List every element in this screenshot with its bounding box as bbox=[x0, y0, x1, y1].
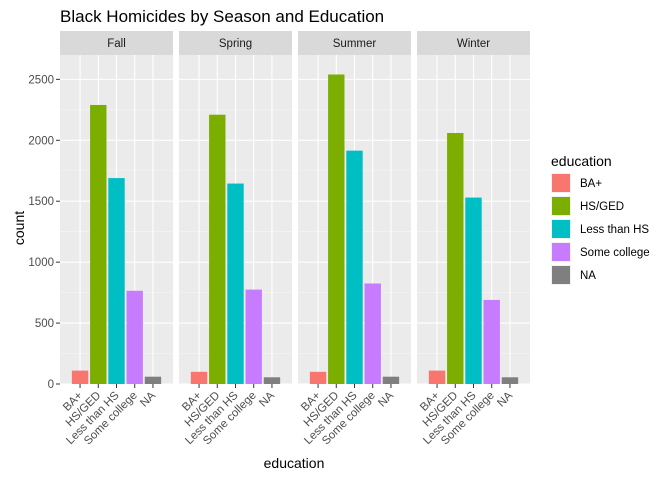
bar-winter-less-than-hs bbox=[465, 197, 482, 384]
legend-swatch bbox=[552, 220, 570, 238]
bar-fall-hs-ged bbox=[90, 104, 107, 384]
legend-items: BA+ HS/GED Less than HS Some college NA bbox=[551, 173, 650, 285]
bar-fall-less-than-hs bbox=[108, 178, 125, 384]
legend-label: Less than HS bbox=[580, 224, 649, 236]
y-axis-title: count bbox=[11, 211, 27, 245]
y-tick-label: 2500 bbox=[28, 74, 54, 86]
legend-swatch bbox=[552, 243, 570, 261]
bar-fall-na bbox=[144, 376, 162, 384]
bar-spring-na bbox=[263, 377, 281, 384]
legend: education BA+ HS/GED Less than HS Some coll… bbox=[551, 153, 650, 285]
y-tick-label: 500 bbox=[35, 318, 54, 330]
x-tick-label: NA bbox=[138, 389, 158, 409]
facet-strip-label: Fall bbox=[107, 38, 126, 50]
facet-strip-label: Winter bbox=[457, 38, 490, 50]
legend-item-ba: BA+ bbox=[551, 173, 602, 193]
legend-item-less-than-hs: Less than HS bbox=[551, 219, 649, 239]
facet-strip bbox=[60, 31, 173, 55]
facet-strip bbox=[179, 31, 292, 55]
bar-fall-ba bbox=[71, 370, 89, 384]
legend-label: Some college bbox=[580, 247, 650, 259]
x-axis-title: education bbox=[264, 455, 325, 471]
y-tick-label: 0 bbox=[48, 379, 54, 391]
legend-label: BA+ bbox=[580, 178, 602, 190]
legend-label: HS/GED bbox=[580, 201, 624, 213]
legend-title: education bbox=[551, 153, 612, 169]
bar-summer-hs-ged bbox=[328, 74, 345, 384]
x-tick-label: NA bbox=[376, 389, 396, 409]
legend-item-na: NA bbox=[551, 265, 596, 285]
bar-fall-some-college bbox=[126, 290, 143, 384]
bar-spring-ba bbox=[190, 371, 208, 384]
bar-winter-na bbox=[501, 377, 519, 384]
y-tick-label: 2000 bbox=[28, 135, 54, 147]
legend-swatch bbox=[552, 266, 570, 284]
bar-winter-some-college bbox=[483, 299, 500, 384]
bar-summer-some-college bbox=[364, 283, 381, 384]
bar-spring-less-than-hs bbox=[227, 183, 244, 384]
bar-summer-na bbox=[382, 376, 400, 384]
bar-winter-hs-ged bbox=[447, 132, 464, 384]
legend-swatch bbox=[552, 174, 570, 192]
legend-item-hs-ged: HS/GED bbox=[551, 196, 624, 216]
facet-strip bbox=[417, 31, 530, 55]
facet-strip-label: Spring bbox=[219, 38, 252, 50]
x-tick-label: NA bbox=[257, 389, 277, 409]
x-tick-label: NA bbox=[495, 389, 515, 409]
bar-spring-some-college bbox=[245, 289, 262, 384]
facet-strip bbox=[298, 31, 411, 55]
legend-item-some-college: Some college bbox=[551, 242, 650, 262]
y-tick-label: 1000 bbox=[28, 257, 54, 269]
bar-summer-ba bbox=[309, 371, 327, 384]
legend-label: NA bbox=[580, 270, 596, 282]
legend-swatch bbox=[552, 197, 570, 215]
bar-spring-hs-ged bbox=[209, 114, 226, 385]
chart-title: Black Homicides by Season and Education bbox=[60, 7, 384, 26]
facet-strip-label: Summer bbox=[333, 38, 377, 50]
bar-winter-ba bbox=[428, 370, 446, 384]
bar-summer-less-than-hs bbox=[346, 150, 363, 384]
y-tick-label: 1500 bbox=[28, 196, 54, 208]
